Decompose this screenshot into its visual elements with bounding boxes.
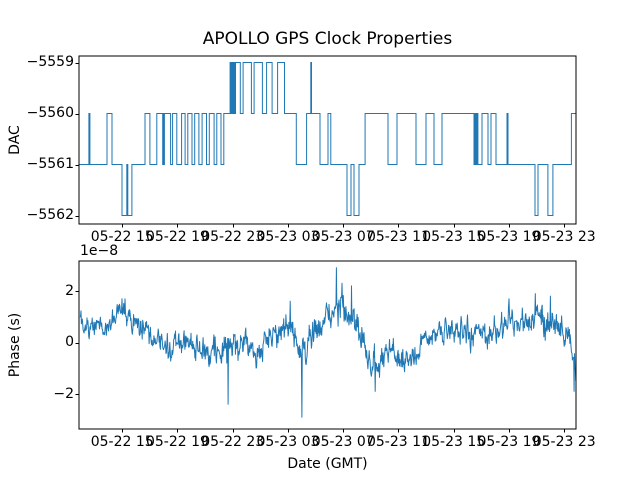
tick-label: 05-23 11 <box>366 229 430 245</box>
tick-label: 05-23 07 <box>311 434 375 450</box>
chart-title: APOLLO GPS Clock Properties <box>202 29 453 49</box>
tick-label: 05-23 19 <box>477 229 541 245</box>
tick-label: 05-22 15 <box>90 434 154 450</box>
tick-label: 05-22 19 <box>145 434 209 450</box>
offset-text: 1e−8 <box>80 243 119 259</box>
x-axis-label: Date (GMT) <box>287 456 368 472</box>
tick-label: −2 <box>53 385 74 402</box>
tick-label: 05-23 07 <box>311 229 375 245</box>
tick-label: 05-22 23 <box>201 434 265 450</box>
tick-label: 05-22 23 <box>201 229 265 245</box>
tick-label: 05-23 03 <box>256 229 320 245</box>
tick-label: −5562 <box>26 207 74 223</box>
tick-label: −5561 <box>26 156 74 172</box>
tick-label: 05-23 23 <box>532 229 596 245</box>
tick-label: 05-22 15 <box>90 229 154 245</box>
tick-label: 05-23 15 <box>422 434 486 450</box>
tick-label: 05-22 19 <box>145 229 209 245</box>
top-y-axis-label: DAC <box>7 125 23 155</box>
tick-label: 05-23 23 <box>532 434 596 450</box>
tick-label: 05-23 03 <box>256 434 320 450</box>
tick-label: 2 <box>65 282 74 299</box>
tick-label: 05-23 11 <box>366 434 430 450</box>
tick-label: 0 <box>65 334 74 350</box>
tick-label: 05-23 15 <box>422 229 486 245</box>
tick-label: −5559 <box>26 54 74 70</box>
tick-label: −5560 <box>26 105 74 121</box>
tick-label: 05-23 19 <box>477 434 541 450</box>
